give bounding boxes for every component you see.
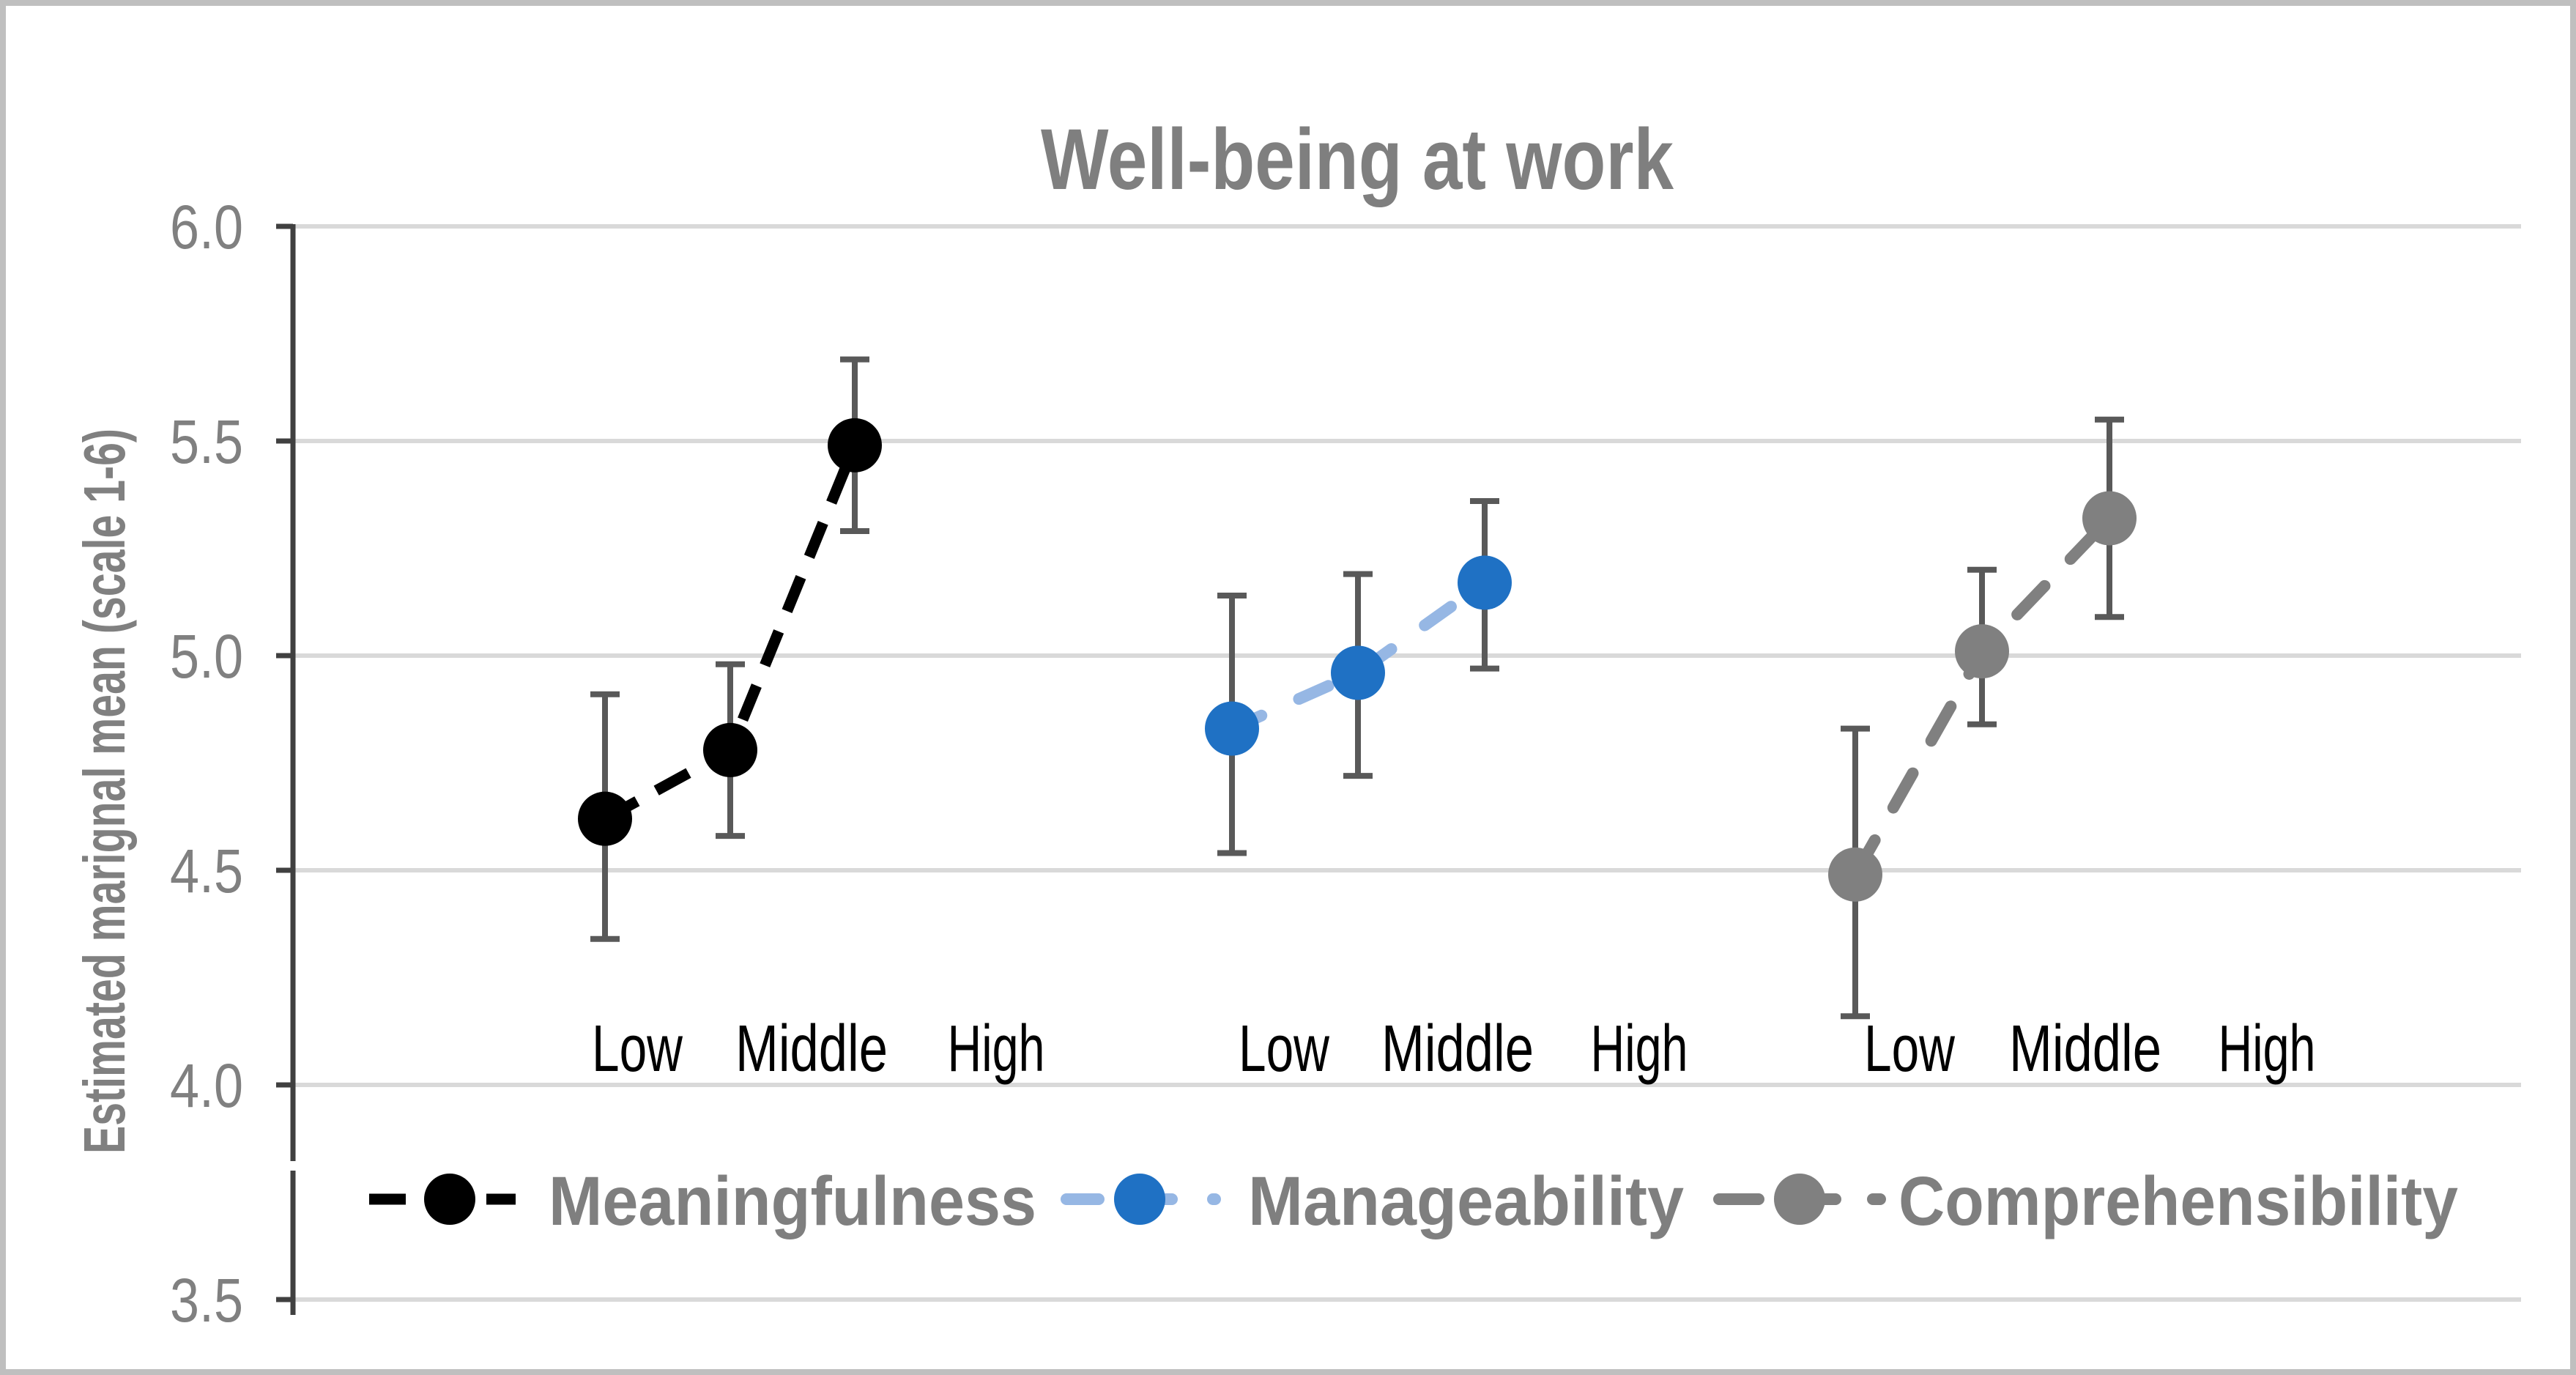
- x-label-group1-high: High: [948, 1012, 1045, 1086]
- series-point-comprehensibility-low: [1828, 847, 1882, 902]
- y-tick-label: 4.0: [170, 1051, 243, 1120]
- y-tick-label: 5.5: [170, 407, 243, 476]
- legend-label-meaningfulness: Meaningfulness: [549, 1163, 1036, 1240]
- legend-marker-manageability: [1114, 1174, 1165, 1225]
- x-label-group3-middle: Middle: [2009, 1012, 2161, 1086]
- series-point-manageability-high: [1458, 555, 1512, 610]
- legend-label-comprehensibility: Comprehensibility: [1898, 1163, 2458, 1240]
- x-label-group3-low: Low: [1864, 1012, 1956, 1086]
- series-point-comprehensibility-middle: [1955, 624, 2009, 679]
- series-point-meaningfulness-middle: [703, 722, 757, 777]
- legend-label-manageability: Manageability: [1248, 1163, 1684, 1240]
- x-label-group1-middle: Middle: [735, 1012, 888, 1086]
- series-line-manageability: [1226, 577, 1491, 735]
- x-label-group2-high: High: [1591, 1012, 1688, 1086]
- y-axis: 6.0 5.5 5.0 4.5 4.0 3.5: [170, 193, 296, 1335]
- x-label-group2-low: Low: [1239, 1012, 1330, 1086]
- x-label-group3-high: High: [2219, 1012, 2316, 1086]
- series-layer: [578, 356, 2137, 1020]
- series-point-meaningfulness-high: [828, 418, 882, 472]
- x-label-group2-middle: Middle: [1381, 1012, 1534, 1086]
- gridlines: [295, 224, 2521, 1302]
- y-tick-label: 3.5: [170, 1266, 243, 1335]
- y-tick-label: 4.5: [170, 837, 243, 905]
- legend-marker-meaningfulness: [424, 1174, 475, 1225]
- y-tick-label: 5.0: [170, 622, 243, 691]
- series-point-manageability-middle: [1331, 645, 1385, 700]
- series-point-comprehensibility-high: [2082, 491, 2137, 546]
- chart-title: Well-being at work: [1041, 111, 1674, 208]
- x-label-group1-low: Low: [592, 1012, 683, 1086]
- y-tick-label: 6.0: [170, 193, 243, 262]
- y-axis-title: Estimated marignal mean (scale 1-6): [72, 429, 137, 1154]
- legend-marker-comprehensibility: [1774, 1174, 1825, 1225]
- series-point-meaningfulness-low: [578, 791, 632, 846]
- legend: Meaningfulness Manageability Comprehensibi…: [369, 1163, 2458, 1240]
- series-point-manageability-low: [1205, 701, 1259, 756]
- x-labels: Low Middle High Low Middle High Low Middle High: [592, 1012, 2316, 1086]
